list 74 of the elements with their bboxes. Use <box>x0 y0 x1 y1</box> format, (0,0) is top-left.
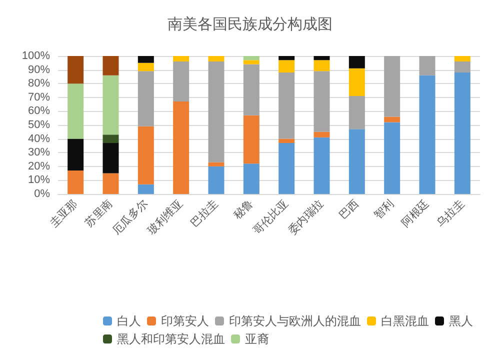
bar <box>208 62 224 162</box>
bar <box>348 96 365 130</box>
bar <box>102 56 119 76</box>
y-tick-label: 10% <box>28 174 50 186</box>
bar <box>68 84 84 139</box>
bar <box>138 62 154 72</box>
bar <box>243 64 260 116</box>
legend-label: 黑人和印第安人混血 <box>117 332 225 346</box>
chart-title: 南美各国民族成分构成图 <box>168 16 332 33</box>
y-tick-label: 90% <box>28 64 50 76</box>
bar <box>278 56 295 60</box>
bar <box>68 138 84 171</box>
y-tick-label: 50% <box>28 119 50 131</box>
bar <box>419 75 436 194</box>
bar <box>243 164 260 194</box>
legend-label: 印第安人 <box>161 314 209 328</box>
bar <box>173 102 190 194</box>
bar <box>173 56 190 62</box>
bar <box>68 56 84 84</box>
bar <box>173 62 190 102</box>
bar <box>384 56 400 117</box>
bar <box>314 56 330 60</box>
bar <box>243 115 260 164</box>
bar <box>384 122 400 194</box>
legend-label: 印第安人与欧洲人的混血 <box>229 314 361 328</box>
bar <box>314 137 330 194</box>
bar <box>348 68 365 96</box>
bar <box>314 71 330 132</box>
legend-label: 亚裔 <box>245 332 269 346</box>
y-tick-label: 20% <box>28 160 50 172</box>
x-tick-label: 巴西 <box>337 198 362 222</box>
bar <box>208 56 224 62</box>
y-tick-label: 40% <box>28 132 50 145</box>
y-tick-label: 70% <box>28 91 50 104</box>
bar <box>243 60 260 64</box>
y-tick-label: 60% <box>28 105 50 118</box>
bar <box>454 72 470 194</box>
bar <box>278 60 295 73</box>
y-tick-label: 0% <box>34 188 50 200</box>
bar <box>138 184 154 194</box>
bar <box>278 138 295 143</box>
legend-label: 黑人 <box>449 314 473 328</box>
x-tick-label: 圭亚那 <box>47 197 80 230</box>
y-tick-label: 80% <box>28 78 50 90</box>
x-tick-label: 阿根廷 <box>400 198 432 230</box>
x-tick-label: 巴拉圭 <box>188 197 220 230</box>
bar <box>102 142 119 174</box>
bar <box>278 72 295 139</box>
x-tick-label: 秘鲁 <box>232 198 256 222</box>
legend-label: 白人 <box>117 314 141 328</box>
bar <box>208 166 224 194</box>
bar <box>314 132 330 138</box>
bar <box>454 56 470 62</box>
bar <box>348 129 365 194</box>
legend-label: 白黑混血 <box>381 314 429 328</box>
bar <box>243 56 260 60</box>
x-tick-label: 智利 <box>372 197 396 222</box>
bar <box>102 173 119 194</box>
y-tick-label: 30% <box>28 146 50 159</box>
bar <box>419 56 436 76</box>
bar <box>138 71 154 126</box>
x-tick-label: 乌拉圭 <box>434 197 467 230</box>
y-tick-label: 100% <box>22 50 50 62</box>
bar <box>138 56 154 63</box>
bar <box>102 134 119 143</box>
bar <box>102 75 119 135</box>
bar <box>278 142 295 194</box>
bar <box>454 62 470 73</box>
bar <box>384 116 400 122</box>
bar <box>138 126 154 184</box>
bar <box>208 162 224 166</box>
bar <box>68 170 84 194</box>
bar <box>314 60 330 72</box>
bar <box>348 56 365 68</box>
